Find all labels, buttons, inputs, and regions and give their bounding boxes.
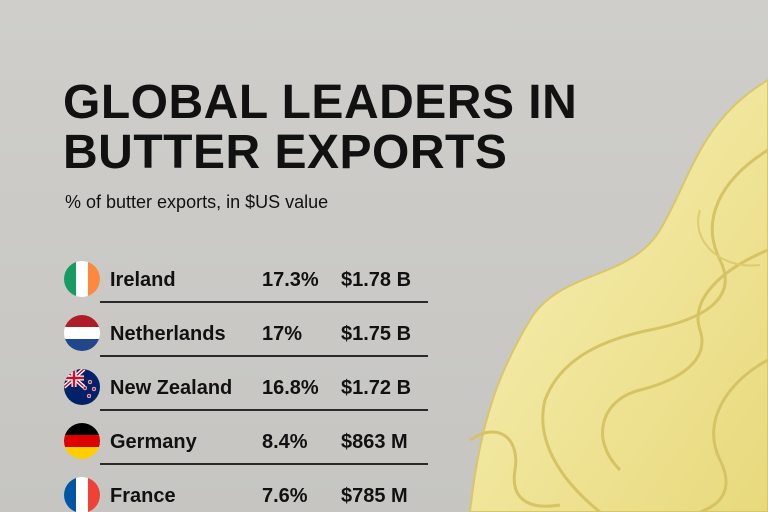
value: $1.72 B (341, 377, 412, 399)
country: Germany (110, 431, 197, 453)
flag-netherlands (64, 315, 100, 351)
value: $863 M (341, 431, 408, 453)
flag-ireland (64, 261, 100, 297)
row-divider (100, 463, 428, 465)
value: $1.78 B (341, 269, 412, 291)
row-divider (100, 409, 428, 411)
share: 7.6% (262, 485, 308, 507)
share: 16.8% (262, 377, 319, 399)
flag-germany (64, 423, 100, 459)
country: New Zealand (110, 377, 233, 399)
country: Netherlands (110, 323, 226, 345)
share: 17.3% (262, 269, 319, 291)
flag-new-zealand (64, 369, 100, 405)
share: 8.4% (262, 431, 308, 453)
row-divider (100, 301, 428, 303)
value: $1.75 B (341, 323, 412, 345)
title: GLOBAL LEADERS IN BUTTER EXPORTS (63, 78, 577, 178)
row-divider (100, 355, 428, 357)
flag-france (64, 477, 100, 512)
share: 17% (262, 323, 303, 345)
country: Ireland (110, 269, 176, 291)
country: France (110, 485, 176, 507)
title-line: GLOBAL LEADERS IN (63, 76, 578, 129)
title-line: BUTTER EXPORTS (63, 126, 508, 179)
subtitle: % of butter exports, in $US value (65, 192, 329, 212)
value: $785 M (341, 485, 408, 507)
